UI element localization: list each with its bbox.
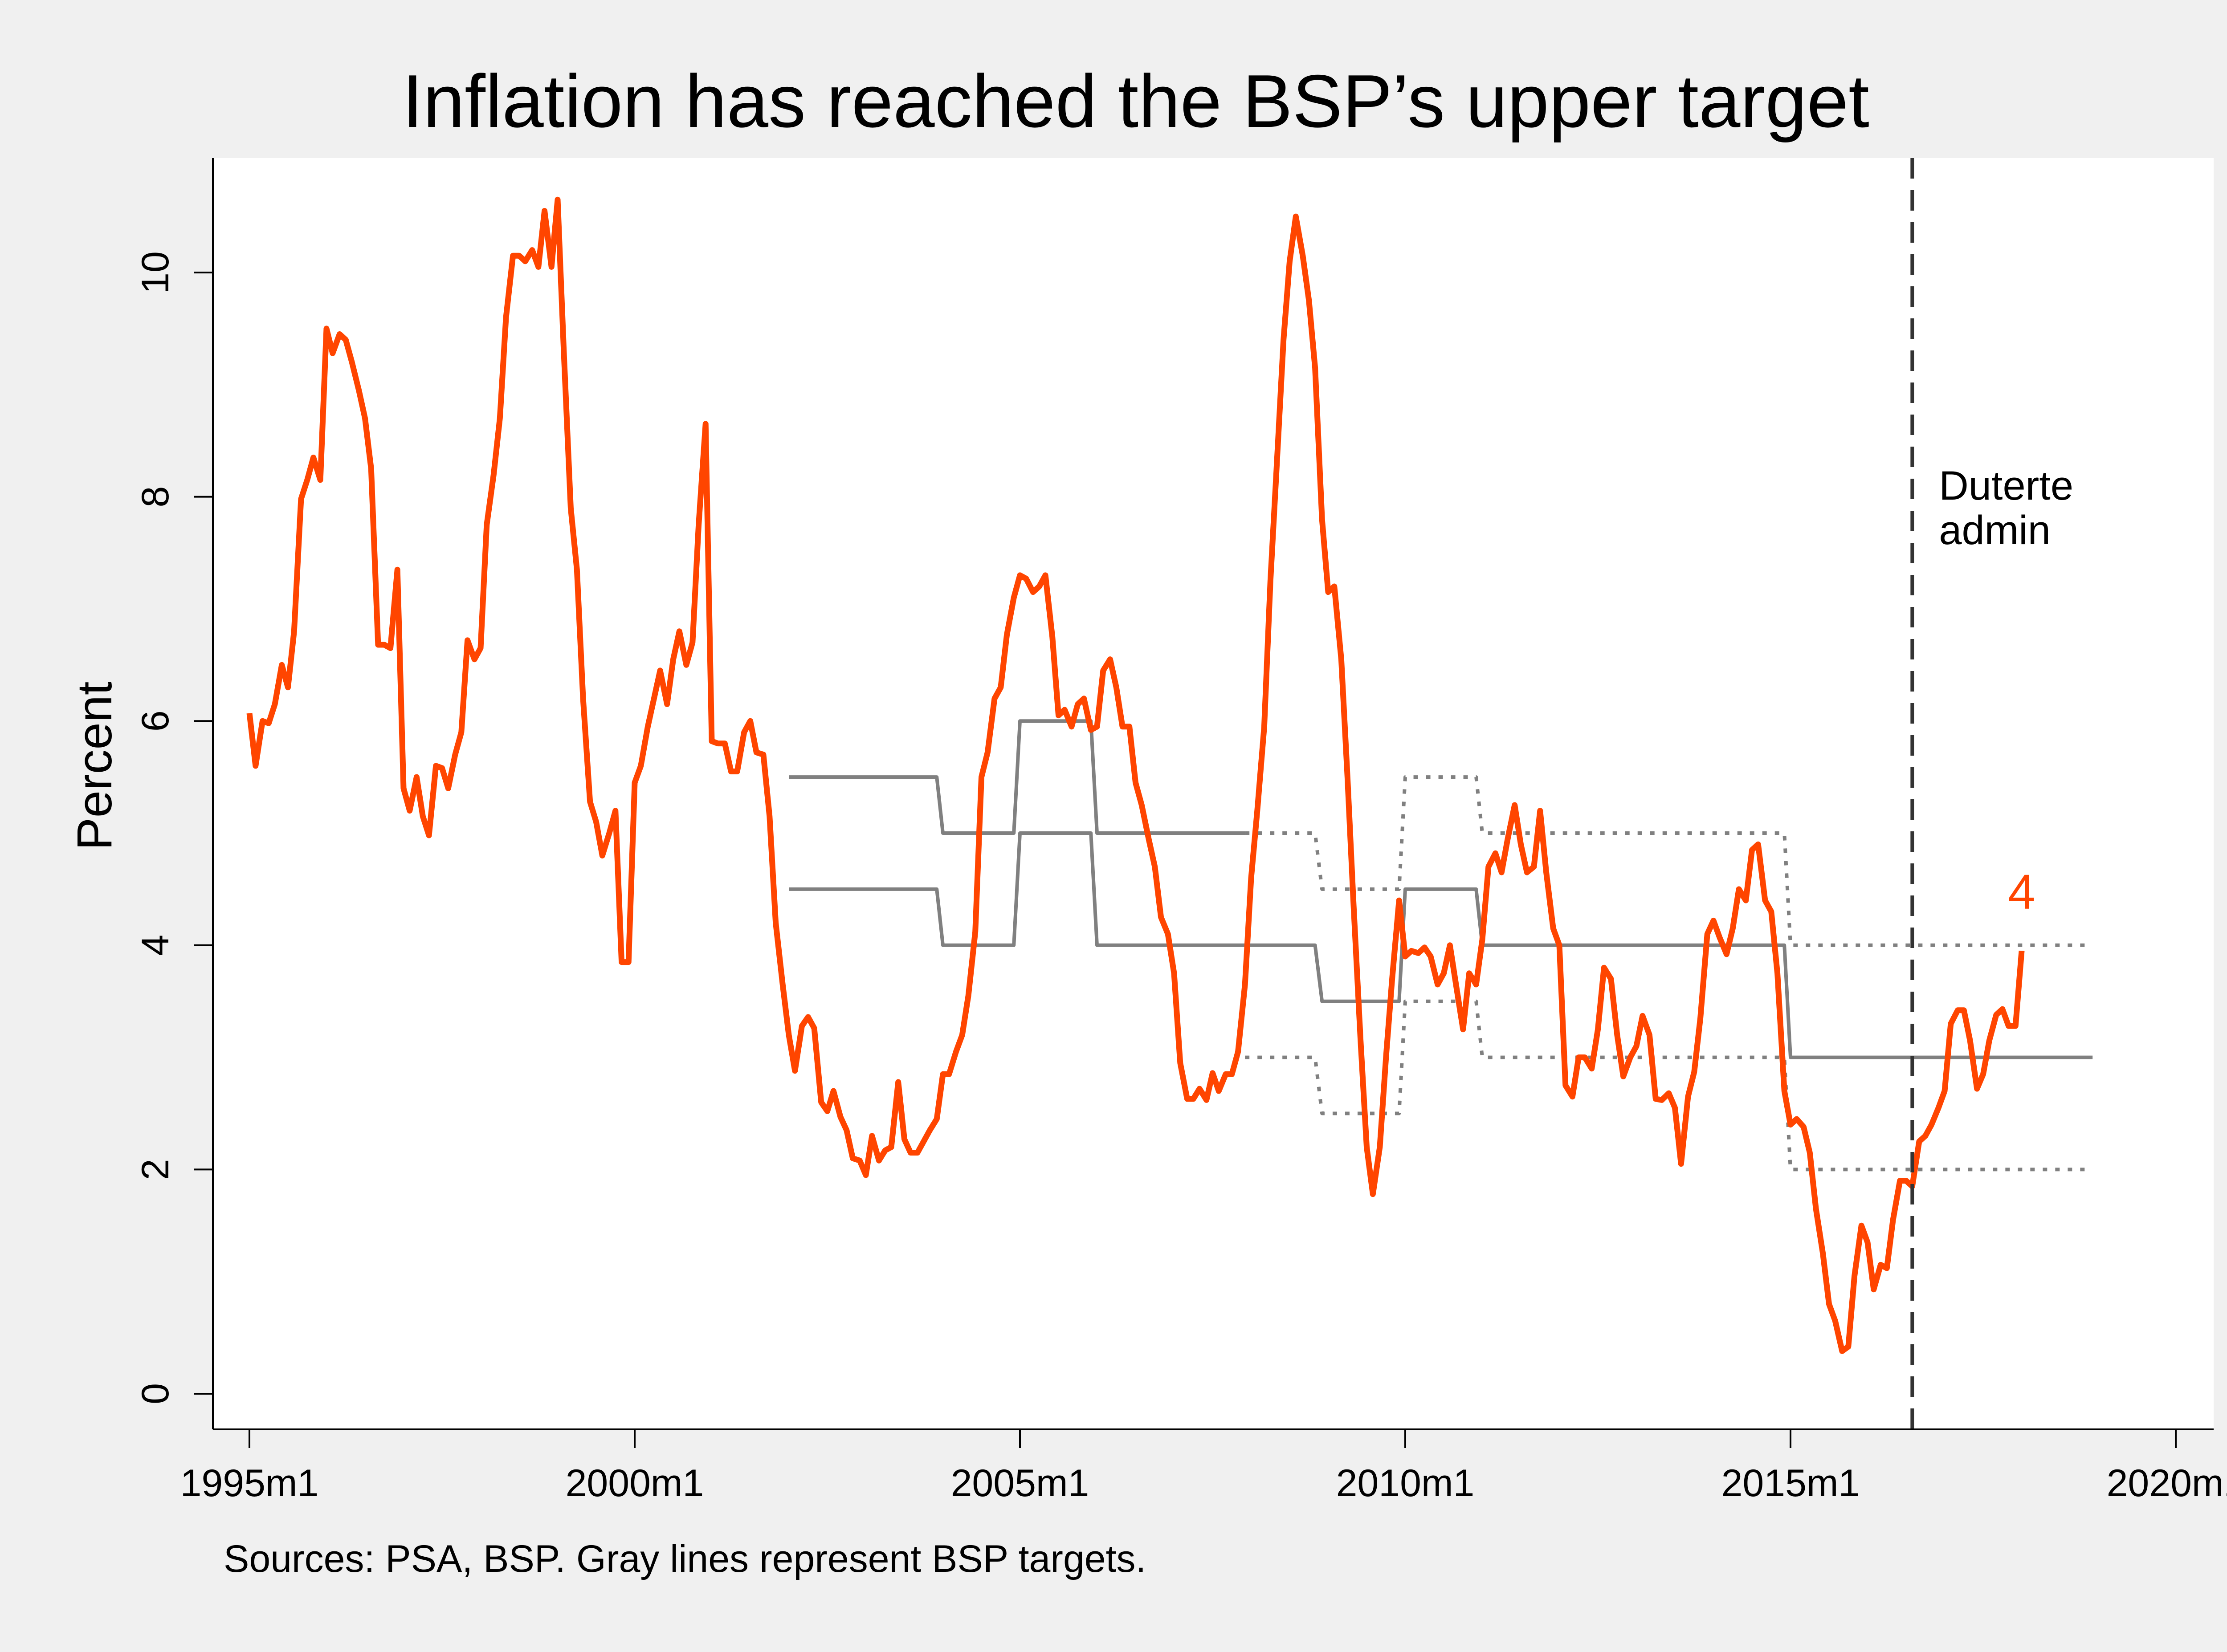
series-inflation: [246, 196, 2025, 1354]
axes: [212, 158, 2214, 1430]
x-tick-label: 2005m1: [951, 1462, 1089, 1505]
y-axis-label: Percent: [67, 681, 122, 850]
x-tick-label: 2020m1: [2107, 1462, 2227, 1505]
x-tick-label: 2015m1: [1721, 1462, 1860, 1505]
plot-area: [213, 158, 2214, 1429]
series-target-upper: [1245, 775, 2093, 947]
series-target-mid: [789, 719, 1245, 835]
duterte-label-line2: admin: [1939, 508, 2051, 553]
series-target-lower: [789, 831, 2093, 1059]
y-tick-label: 8: [134, 486, 177, 508]
x-ticks: 1995m1 2000m1 2005m1 2010m1 2015m1 2020m1: [180, 1429, 2227, 1505]
y-ticks: 0 2 4 6 8 10: [134, 251, 213, 1404]
y-tick-label: 4: [134, 935, 177, 956]
duterte-admin-marker: Duterte admin: [1910, 158, 2073, 1429]
x-tick-label: 1995m1: [180, 1462, 319, 1505]
chart-title: Inflation has reached the BSP’s upper ta…: [402, 59, 1869, 143]
y-tick-label: 2: [134, 1159, 177, 1180]
x-tick-label: 2000m1: [566, 1462, 704, 1505]
y-tick-label: 10: [134, 251, 177, 294]
last-value-label: 4: [2008, 864, 2035, 919]
y-tick-label: 6: [134, 710, 177, 732]
source-note: Sources: PSA, BSP. Gray lines represent …: [224, 1538, 1146, 1580]
y-tick-label: 0: [134, 1383, 177, 1404]
x-tick-label: 2010m1: [1336, 1462, 1475, 1505]
series-layer: [246, 196, 2093, 1354]
duterte-label-line1: Duterte: [1939, 463, 2073, 509]
